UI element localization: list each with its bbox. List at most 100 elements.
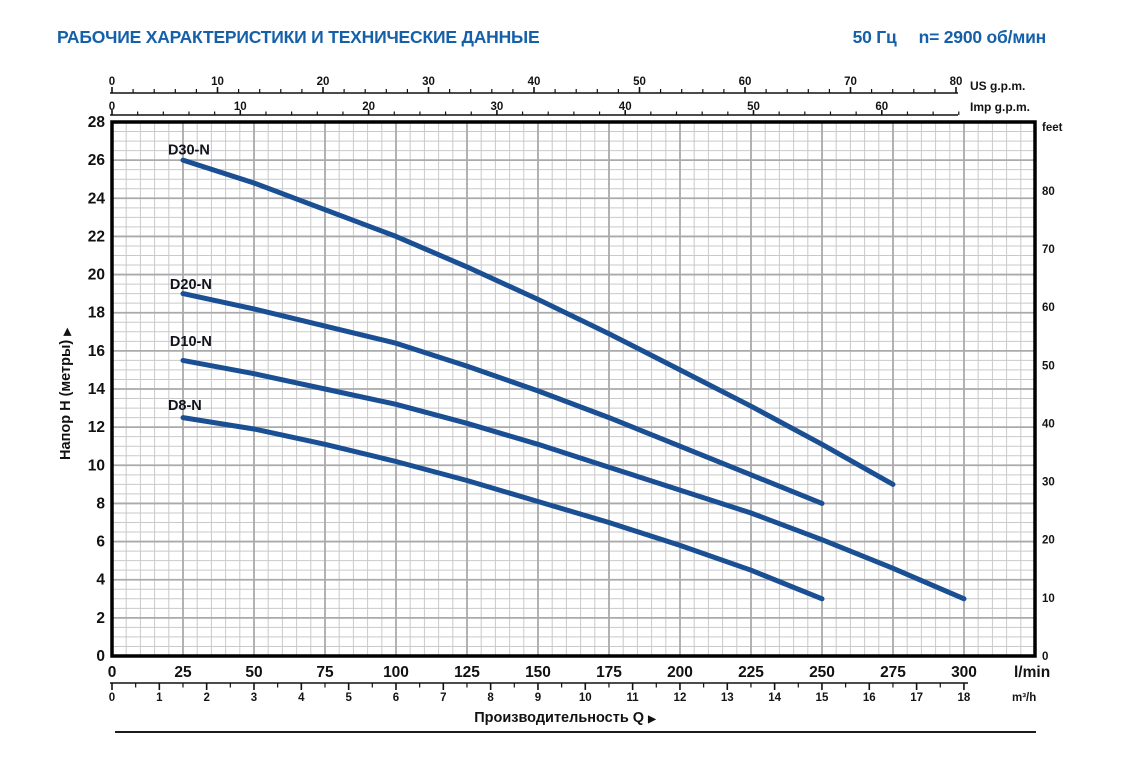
svg-text:6: 6 [393,692,399,704]
curve-D20-N [180,291,825,506]
page-title: РАБОЧИЕ ХАРАКТЕРИСТИКИ И ТЕХНИЧЕСКИЕ ДАН… [57,27,540,47]
svg-text:50: 50 [633,76,646,88]
svg-text:20: 20 [88,267,105,284]
svg-text:1: 1 [156,692,163,704]
svg-text:150: 150 [525,664,551,681]
svg-text:20: 20 [1042,535,1055,547]
svg-text:40: 40 [528,76,541,88]
curve-label-D30-N: D30-N [168,142,210,158]
axis-imp-gpm: 0 10 20 30 40 50 60 Imp g.p.m. [109,100,1030,116]
svg-text:28: 28 [88,114,106,131]
svg-text:24: 24 [88,190,106,207]
grid-major [111,121,1036,657]
svg-text:feet: feet [1042,122,1063,134]
speed-label: n= 2900 об/мин [918,27,1047,47]
svg-text:12: 12 [674,692,687,704]
axis-us-gpm: 0 10 20 30 40 50 60 70 80 US g.p.m. [109,76,1025,94]
svg-text:9: 9 [535,692,541,704]
divider [115,731,1036,733]
svg-text:m³/h: m³/h [1012,692,1036,704]
svg-text:50: 50 [1042,360,1055,372]
svg-text:18: 18 [88,305,106,322]
svg-text:20: 20 [317,76,330,88]
svg-text:5: 5 [345,692,352,704]
curve-label-D8-N: D8-N [168,398,202,414]
curve-label-D20-N: D20-N [170,277,212,293]
svg-text:17: 17 [910,692,923,704]
svg-text:10: 10 [579,692,592,704]
svg-text:14: 14 [88,381,106,398]
svg-text:6: 6 [96,534,105,551]
svg-text:70: 70 [1042,244,1055,256]
svg-text:US g.p.m.: US g.p.m. [970,79,1025,93]
svg-text:15: 15 [816,692,829,704]
axis-feet: 0 10 20 30 40 50 60 70 80 feet [1042,122,1063,663]
svg-text:2: 2 [203,692,209,704]
frequency-label: 50 Гц [852,27,897,47]
svg-text:175: 175 [596,664,622,681]
axis-titles: Напор H (метры) ▶ Производительность Q ▶ [58,327,657,726]
svg-text:4: 4 [298,692,305,704]
svg-text:3: 3 [251,692,257,704]
svg-text:22: 22 [88,228,105,245]
svg-text:14: 14 [768,692,781,704]
svg-text:0: 0 [109,101,115,113]
svg-text:200: 200 [667,664,693,681]
svg-text:80: 80 [1042,186,1055,198]
svg-text:l/min: l/min [1014,664,1050,681]
svg-text:Imp g.p.m.: Imp g.p.m. [970,100,1030,114]
svg-text:7: 7 [440,692,446,704]
svg-text:0: 0 [108,664,117,681]
svg-text:8: 8 [96,495,105,512]
svg-text:50: 50 [747,101,760,113]
svg-text:10: 10 [1042,593,1055,605]
axis-m3h: 0 1 2 3 4 5 6 7 8 9 10 11 12 13 14 15 16 17 18 m³/h [109,682,1036,704]
svg-text:300: 300 [951,664,977,681]
svg-text:30: 30 [422,76,435,88]
svg-text:60: 60 [1042,302,1055,314]
svg-text:30: 30 [1042,477,1055,489]
y-axis-title: Напор H (метры) ▶ [58,327,74,460]
svg-text:30: 30 [491,101,504,113]
svg-text:60: 60 [875,101,888,113]
svg-text:12: 12 [88,419,105,436]
svg-text:60: 60 [739,76,752,88]
curve-D10-N [180,357,967,602]
svg-text:18: 18 [958,692,971,704]
pump-curves: D30-N D20-N D10-N D8-N [168,142,967,602]
curve-D30-N [180,157,896,487]
svg-text:225: 225 [738,664,764,681]
svg-text:125: 125 [454,664,480,681]
svg-text:50: 50 [245,664,262,681]
x-axis-title: Производительность Q ▶ [474,710,657,726]
svg-text:0: 0 [109,76,115,88]
svg-text:4: 4 [96,572,105,589]
axis-lmin: 0 25 50 75 100 125 150 175 200 225 250 275 300 l/min [108,664,1050,681]
svg-text:10: 10 [211,76,224,88]
header: РАБОЧИЕ ХАРАКТЕРИСТИКИ И ТЕХНИЧЕСКИЕ ДАН… [57,27,1046,48]
svg-text:70: 70 [844,76,857,88]
svg-text:10: 10 [88,457,105,474]
svg-text:11: 11 [627,692,640,704]
svg-text:2: 2 [96,610,105,627]
svg-text:75: 75 [316,664,334,681]
svg-text:40: 40 [619,101,632,113]
svg-text:250: 250 [809,664,835,681]
svg-text:10: 10 [234,101,247,113]
header-specs: 50 Гц n= 2900 об/мин [852,27,1047,48]
svg-text:26: 26 [88,152,106,169]
curve-label-D10-N: D10-N [170,334,212,350]
svg-text:16: 16 [88,343,106,360]
svg-text:0: 0 [96,648,105,665]
svg-text:16: 16 [863,692,876,704]
curve-D8-N [180,415,825,602]
svg-text:0: 0 [1042,651,1048,663]
svg-text:0: 0 [109,692,115,704]
svg-text:275: 275 [880,664,906,681]
svg-text:8: 8 [487,692,494,704]
svg-text:80: 80 [950,76,963,88]
svg-text:13: 13 [721,692,734,704]
